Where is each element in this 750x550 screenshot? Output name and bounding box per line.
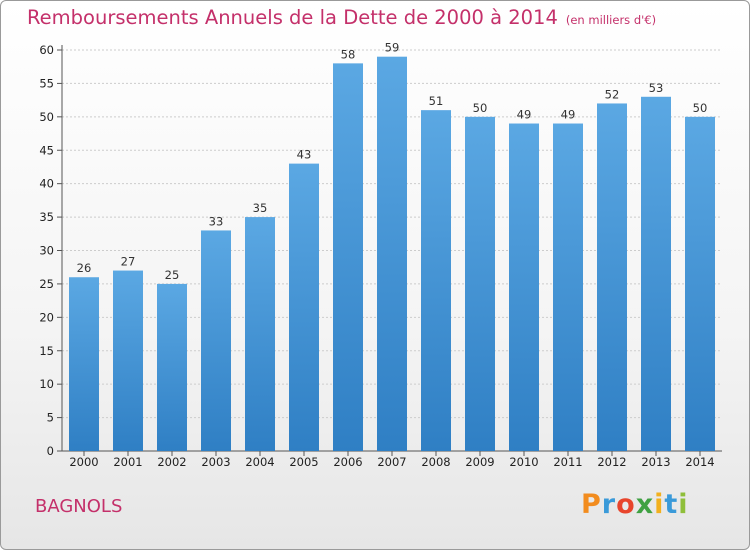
- bar-value-label: 50: [693, 101, 708, 115]
- bar-value-label: 43: [297, 148, 312, 162]
- chart-unit-note: (en milliers d'€): [565, 13, 657, 27]
- x-tick-label: 2014: [685, 455, 714, 469]
- x-tick-label: 2005: [289, 455, 318, 469]
- bar-value-label: 26: [77, 261, 92, 275]
- x-tick-label: 2008: [421, 455, 450, 469]
- logo-letter: o: [616, 489, 636, 520]
- y-tick-label: 20: [39, 310, 54, 324]
- x-tick-label: 2012: [597, 455, 626, 469]
- bar-value-label: 27: [121, 255, 136, 269]
- bar-value-label: 51: [429, 94, 444, 108]
- x-tick-label: 2007: [377, 455, 406, 469]
- bar-value-label: 25: [165, 268, 180, 282]
- bar-value-label: 53: [649, 81, 664, 95]
- place-name: BAGNOLS: [35, 496, 123, 517]
- bar: [245, 217, 275, 451]
- proxiti-logo: Proxiti: [581, 489, 689, 520]
- logo-letter: i: [678, 489, 689, 520]
- bar: [685, 116, 715, 451]
- y-tick-label: 5: [47, 411, 54, 425]
- bar: [157, 283, 187, 451]
- bar: [201, 230, 231, 451]
- x-tick-label: 2002: [157, 455, 186, 469]
- bar: [509, 123, 539, 452]
- y-tick-label: 60: [39, 43, 54, 57]
- chart-title-text: Remboursements Annuels de la Dette de 20…: [27, 6, 558, 29]
- x-tick-label: 2009: [465, 455, 494, 469]
- y-tick-label: 25: [39, 277, 54, 291]
- bar: [289, 163, 319, 451]
- y-tick-label: 35: [39, 210, 54, 224]
- logo-letter: i: [654, 489, 665, 520]
- x-tick-label: 2006: [333, 455, 362, 469]
- y-tick-label: 40: [39, 177, 54, 191]
- bar-value-label: 49: [561, 108, 576, 122]
- x-tick-label: 2003: [201, 455, 230, 469]
- chart-title: Remboursements Annuels de la Dette de 20…: [27, 6, 656, 29]
- bar-value-label: 58: [341, 47, 356, 61]
- logo-letter: t: [664, 489, 679, 520]
- bar: [597, 103, 627, 451]
- bar-value-label: 52: [605, 87, 620, 101]
- logo-letter: r: [601, 489, 617, 520]
- x-tick-label: 2000: [69, 455, 98, 469]
- bar: [641, 96, 671, 452]
- bar: [465, 116, 495, 451]
- logo-letter: P: [581, 489, 602, 520]
- bar: [421, 110, 451, 452]
- y-tick-label: 30: [39, 244, 54, 258]
- x-tick-label: 2001: [113, 455, 142, 469]
- x-tick-label: 2004: [245, 455, 274, 469]
- bar: [553, 123, 583, 452]
- y-tick-label: 45: [39, 143, 54, 157]
- bar-value-label: 59: [385, 41, 400, 55]
- bar-value-label: 50: [473, 101, 488, 115]
- y-tick-label: 0: [47, 444, 54, 458]
- bar-value-label: 35: [253, 201, 268, 215]
- bar: [333, 63, 363, 451]
- bar: [113, 270, 143, 451]
- bar-value-label: 49: [517, 108, 532, 122]
- y-tick-label: 50: [39, 110, 54, 124]
- y-tick-label: 10: [39, 377, 54, 391]
- y-tick-label: 55: [39, 76, 54, 90]
- x-tick-label: 2010: [509, 455, 538, 469]
- logo-letter: x: [635, 489, 655, 520]
- bar: [69, 277, 99, 451]
- bar-value-label: 33: [209, 214, 224, 228]
- x-tick-label: 2013: [641, 455, 670, 469]
- x-tick-label: 2011: [553, 455, 582, 469]
- y-tick-label: 15: [39, 344, 54, 358]
- bar: [377, 56, 407, 451]
